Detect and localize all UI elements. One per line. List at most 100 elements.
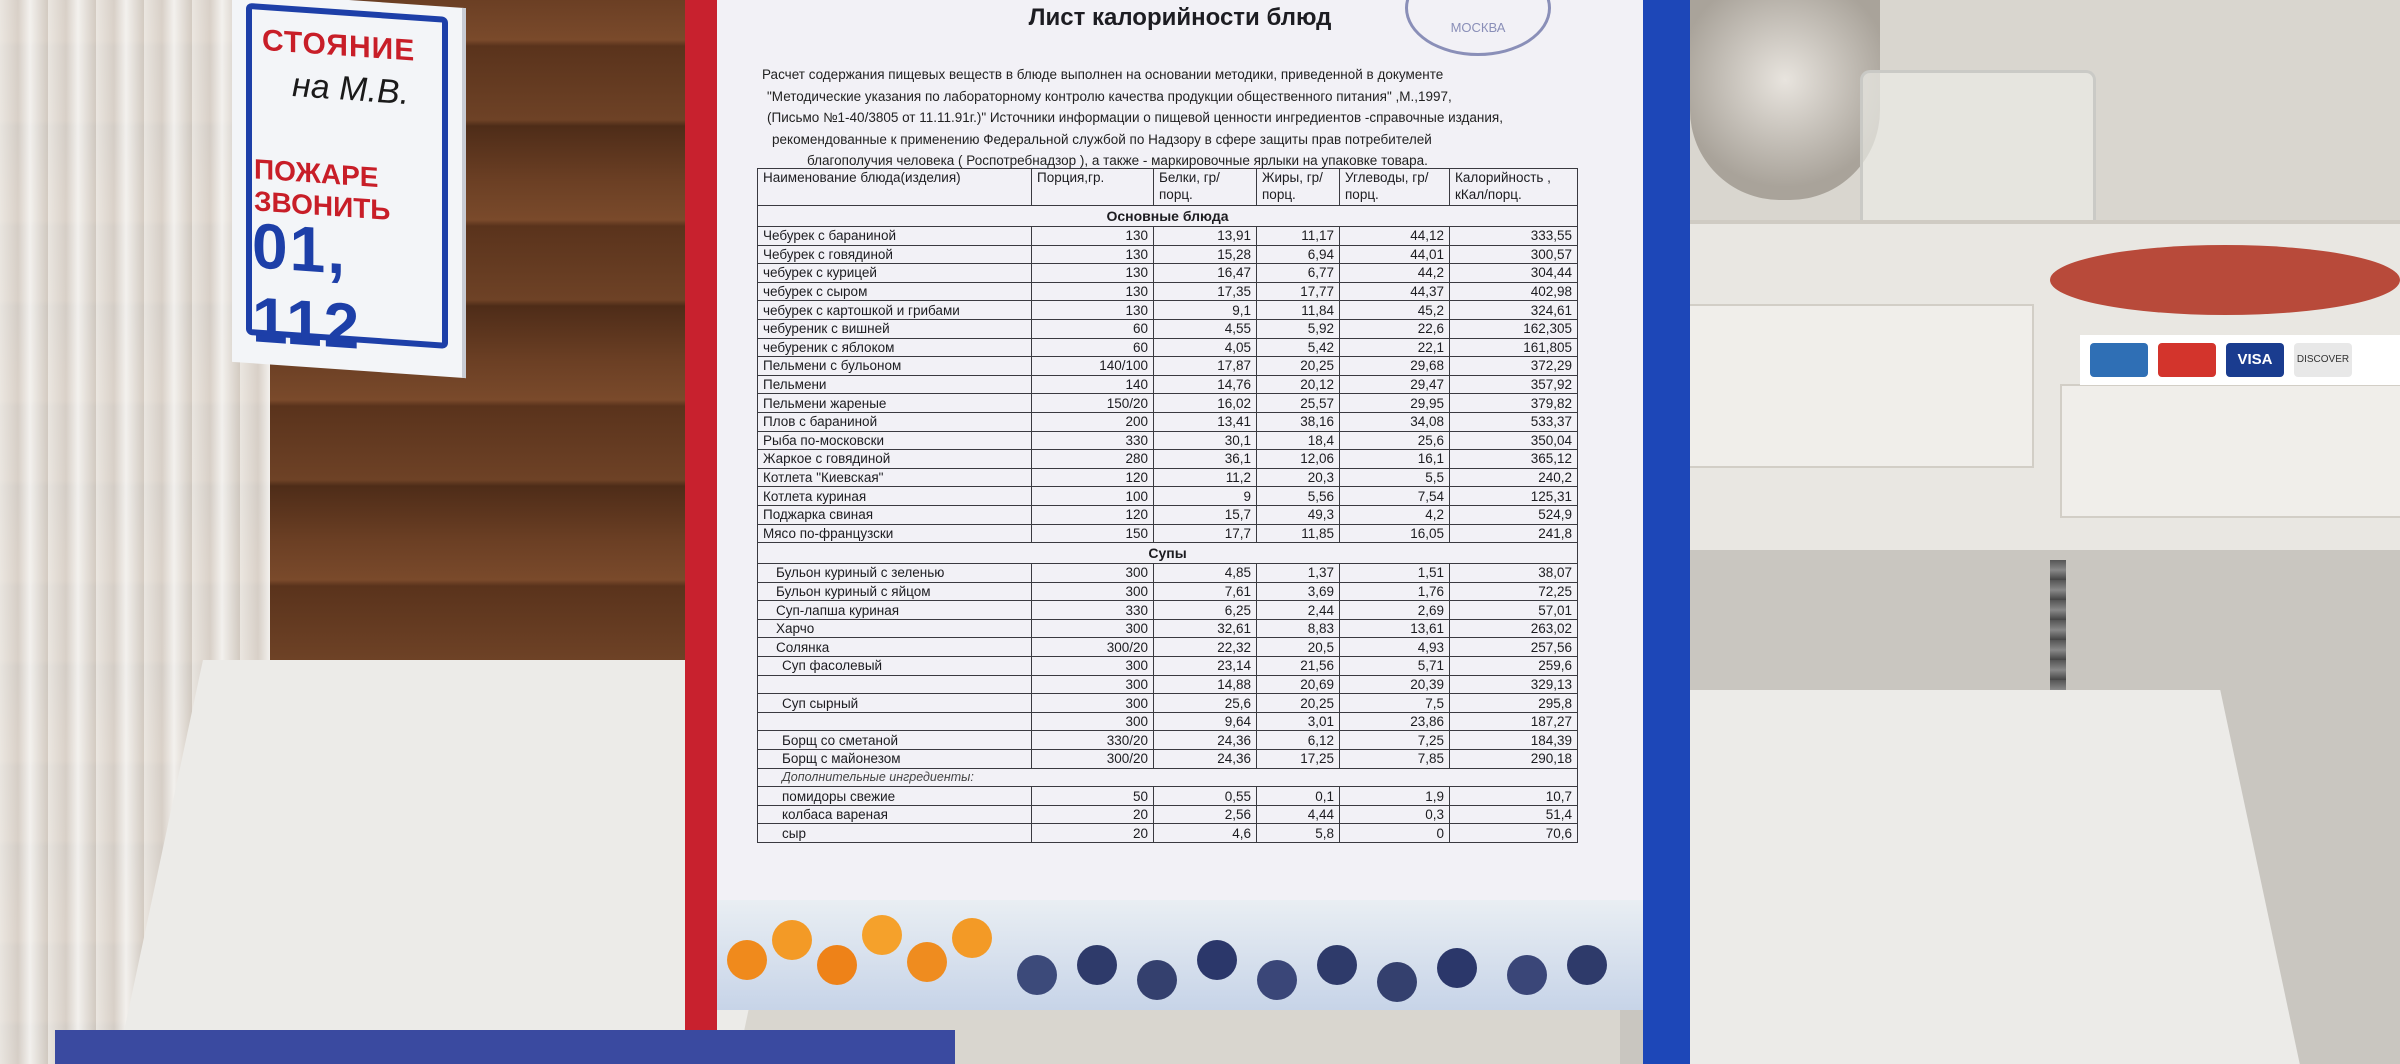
protein-cell: 4,6 [1153,823,1257,843]
dish-name-cell: чебурек с курицей [757,263,1032,283]
table-row: Жаркое с говядиной 280 36,1 12,06 16,1 365,12 [757,449,1578,469]
dish-name-cell: Пельмени жареные [757,393,1032,413]
col-header-portion: Порция,гр. [1031,168,1154,206]
protein-cell: 36,1 [1153,449,1257,469]
calorie-sheet: МОСКВА Лист калорийности блюд Расчет сод… [717,0,1643,1010]
fat-cell: 38,16 [1256,411,1340,432]
calories-cell: 372,29 [1449,356,1578,376]
carbs-cell: 44,2 [1339,263,1450,283]
portion-cell: 50 [1031,786,1154,806]
carbs-cell: 13,61 [1339,618,1450,639]
fat-cell: 5,42 [1256,337,1340,358]
fat-cell: 5,8 [1256,823,1340,843]
portion-cell: 130 [1031,226,1154,246]
carbs-cell: 7,85 [1339,749,1450,769]
protein-cell: 11,2 [1153,467,1257,488]
page-title: Лист калорийности блюд [1028,4,1332,31]
calories-cell: 324,61 [1449,300,1578,320]
portion-cell: 120 [1031,467,1154,488]
portion-cell: 200 [1031,411,1154,432]
dish-name-cell: Чебурек с говядиной [757,244,1032,265]
next-page-edge [55,1030,955,1064]
dish-name-cell: Чебурек с бараниной [757,226,1032,246]
sea-buckthorn-berry [727,940,767,980]
intro-line: "Методические указания по лабораторному … [767,88,1452,104]
fat-cell: 20,69 [1256,674,1340,695]
table-row: чебурек с курицей 130 16,47 6,77 44,2 304,44 [757,263,1578,283]
dish-name-cell: чебурек с сыром [757,281,1032,302]
table-row: Котлета куриная 100 9 5,56 7,54 125,31 [757,486,1578,506]
carbs-cell: 29,68 [1339,356,1450,376]
extras-title: Дополнительные ингредиенты: [757,767,1578,788]
portion-cell: 130 [1031,300,1154,320]
table-row: Харчо 300 32,61 8,83 13,61 263,02 [757,618,1578,639]
sea-buckthorn-berry [817,945,857,985]
calories-cell: 240,2 [1449,467,1578,488]
table-row: Борщ с майонезом 300/20 24,36 17,25 7,85 290,… [757,749,1578,769]
protein-cell: 14,76 [1153,374,1257,395]
calories-cell: 241,8 [1449,523,1578,544]
glass-bowl [1690,0,1880,200]
table-row: Пельмени 140 14,76 20,12 29,47 357,92 [757,374,1578,395]
carbs-cell: 16,1 [1339,449,1450,469]
portion-cell: 330 [1031,600,1154,620]
dish-name-cell: Рыба по-московски [757,430,1032,451]
calories-cell: 290,18 [1449,749,1578,769]
portion-cell: 130 [1031,263,1154,283]
calories-cell: 72,25 [1449,581,1578,602]
carbs-cell: 29,95 [1339,393,1450,413]
intro-line: благополучия человека ( Роспотребнадзор … [807,153,1428,168]
table-row: Бульон куриный с зеленью 300 4,85 1,37 1,51 3… [757,563,1578,583]
portion-cell: 130 [1031,244,1154,265]
fire-safety-sign: СТОЯНИЕ на М.В. ПОЖАРЕ ЗВОНИТЬ 01, 112 [232,0,466,379]
carbs-cell: 4,2 [1339,504,1450,525]
table-row: Суп-лапша куриная 330 6,25 2,44 2,69 57,01 [757,600,1578,620]
col-header-carbs: Углеводы, гр/порц. [1339,168,1450,206]
extras-header-row: Дополнительные ингредиенты: [757,767,1578,788]
calories-cell: 10,7 [1449,786,1578,806]
fat-cell: 3,01 [1256,711,1340,732]
carbs-cell: 0,3 [1339,804,1450,825]
counter-drawer [2060,384,2400,518]
table-row: Солянка 300/20 22,32 20,5 4,93 257,56 [757,637,1578,658]
portion-cell: 300 [1031,656,1154,676]
fat-cell: 17,25 [1256,749,1340,769]
fat-cell: 25,57 [1256,393,1340,413]
table-row: Плов с бараниной 200 13,41 38,16 34,08 533,37 [757,411,1578,432]
calories-cell: 161,805 [1449,337,1578,358]
calories-cell: 51,4 [1449,804,1578,825]
table-row: чебуреник с вишней 60 4,55 5,92 22,6 162,305 [757,318,1578,339]
protein-cell: 2,56 [1153,804,1257,825]
portion-cell: 60 [1031,318,1154,339]
portion-cell: 280 [1031,449,1154,469]
section-title: Супы [757,542,1578,565]
fat-cell: 6,12 [1256,730,1340,751]
portion-cell: 300/20 [1031,749,1154,769]
berries-illustration [717,900,1643,1010]
dish-name-cell: сыр [757,823,1032,843]
calories-cell: 524,9 [1449,504,1578,525]
fat-cell: 17,77 [1256,281,1340,302]
protein-cell: 17,7 [1153,523,1257,544]
dish-name-cell: помидоры свежие [757,786,1032,806]
calories-cell: 295,8 [1449,693,1578,713]
menu-stand: МОСКВА Лист калорийности блюд Расчет сод… [685,0,1690,1064]
protein-cell: 32,61 [1153,618,1257,639]
calories-cell: 38,07 [1449,563,1578,583]
portion-cell: 130 [1031,281,1154,302]
protein-cell: 13,91 [1153,226,1257,246]
calories-cell: 329,13 [1449,674,1578,695]
calories-cell: 70,6 [1449,823,1578,843]
nutrition-table: Наименование блюда(изделия) Порция,гр. Б… [757,168,1578,843]
protein-cell: 9,64 [1153,711,1257,732]
dish-name-cell: чебуреник с яблоком [757,337,1032,358]
carbs-cell: 22,1 [1339,337,1450,358]
dish-name-cell: Плов с бараниной [757,411,1032,432]
portion-cell: 120 [1031,504,1154,525]
carbs-cell: 25,6 [1339,430,1450,451]
portion-cell: 300 [1031,618,1154,639]
carbs-cell: 7,54 [1339,486,1450,506]
table-row: Бульон куриный с яйцом 300 7,61 3,69 1,76 72,… [757,581,1578,602]
carbs-cell: 44,37 [1339,281,1450,302]
dish-name-cell: Пельмени с бульоном [757,356,1032,376]
